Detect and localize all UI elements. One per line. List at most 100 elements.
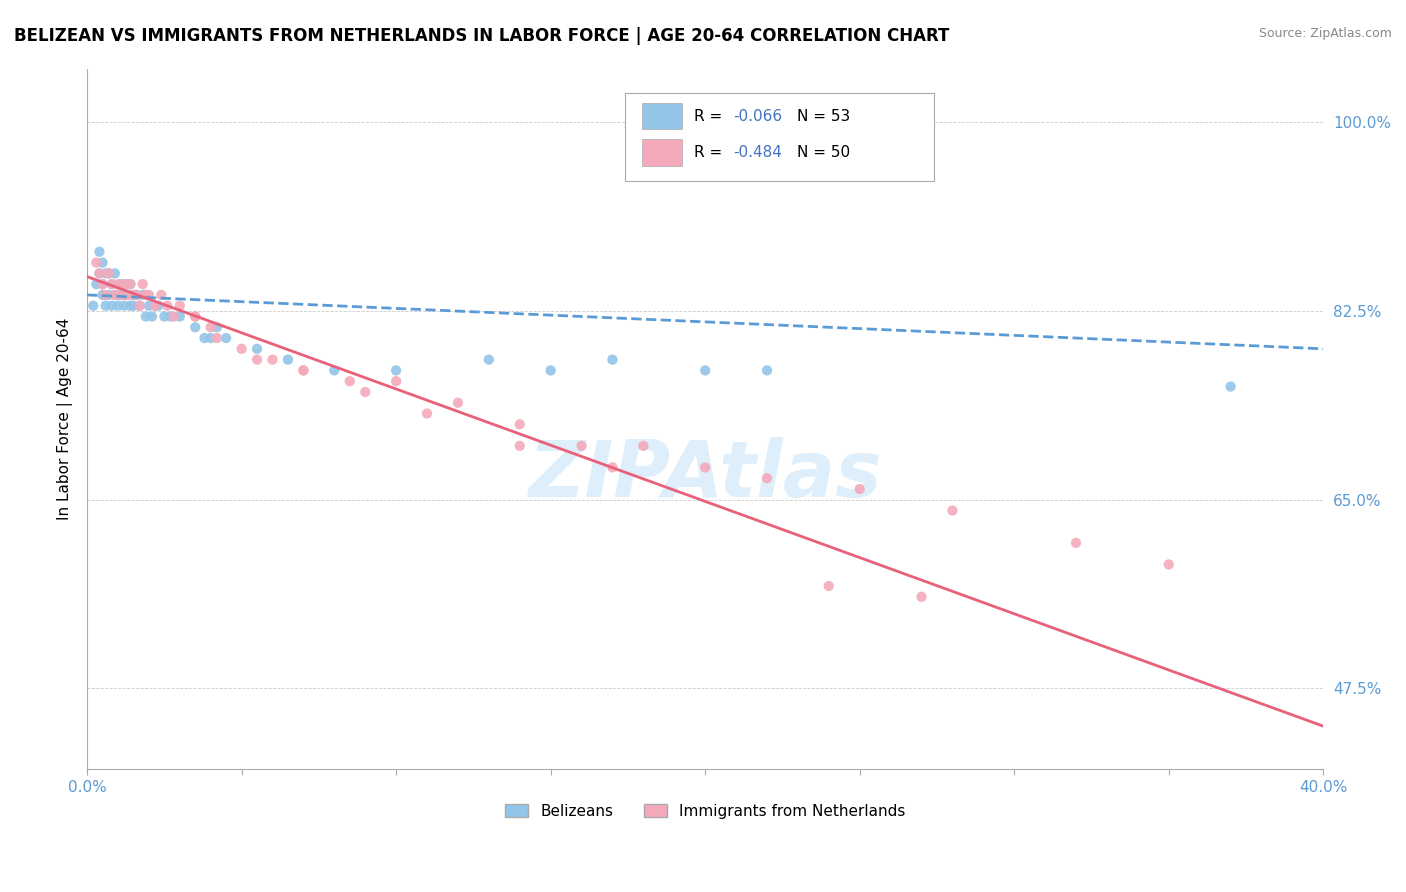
- Point: [89, 266, 111, 280]
- Point: [205, 320, 228, 334]
- Point: [107, 288, 129, 302]
- Point: [135, 288, 157, 302]
- Point: [162, 310, 184, 324]
- Point: [509, 439, 531, 453]
- Point: [128, 299, 150, 313]
- Point: [141, 310, 163, 324]
- Point: [86, 255, 108, 269]
- Point: [756, 471, 779, 485]
- Point: [143, 299, 166, 313]
- Point: [110, 288, 132, 302]
- Point: [169, 310, 191, 324]
- Point: [112, 277, 135, 292]
- Text: N = 50: N = 50: [797, 145, 849, 160]
- Point: [125, 288, 148, 302]
- Point: [120, 299, 142, 313]
- Point: [246, 352, 269, 367]
- Y-axis label: In Labor Force | Age 20-64: In Labor Force | Age 20-64: [58, 318, 73, 520]
- Point: [540, 363, 562, 377]
- Point: [117, 277, 139, 292]
- Point: [695, 460, 717, 475]
- Point: [122, 288, 145, 302]
- Point: [478, 352, 501, 367]
- Point: [231, 342, 253, 356]
- Point: [156, 299, 179, 313]
- Point: [184, 320, 207, 334]
- Point: [277, 352, 299, 367]
- Point: [91, 288, 114, 302]
- Point: [262, 352, 284, 367]
- Text: -0.066: -0.066: [734, 109, 783, 124]
- Point: [110, 277, 132, 292]
- Text: N = 53: N = 53: [797, 109, 849, 124]
- Point: [385, 363, 408, 377]
- Point: [117, 288, 139, 302]
- Point: [120, 277, 142, 292]
- Point: [184, 310, 207, 324]
- Text: R =: R =: [695, 145, 727, 160]
- Point: [159, 310, 181, 324]
- FancyBboxPatch shape: [643, 103, 682, 129]
- Text: -0.484: -0.484: [734, 145, 783, 160]
- Point: [91, 255, 114, 269]
- Point: [146, 299, 169, 313]
- Point: [104, 288, 127, 302]
- Point: [153, 310, 176, 324]
- Point: [107, 277, 129, 292]
- Point: [339, 374, 361, 388]
- Point: [910, 590, 932, 604]
- Point: [817, 579, 839, 593]
- Text: ZIPAtlas: ZIPAtlas: [529, 437, 882, 513]
- Point: [91, 277, 114, 292]
- Point: [97, 266, 120, 280]
- Point: [602, 460, 624, 475]
- Point: [91, 277, 114, 292]
- Point: [101, 277, 124, 292]
- Point: [117, 288, 139, 302]
- Point: [122, 299, 145, 313]
- Point: [128, 299, 150, 313]
- Point: [205, 331, 228, 345]
- Point: [602, 352, 624, 367]
- Point: [143, 299, 166, 313]
- Point: [695, 363, 717, 377]
- Point: [138, 288, 160, 302]
- Point: [94, 266, 117, 280]
- Point: [354, 384, 377, 399]
- Point: [94, 288, 117, 302]
- Point: [292, 363, 315, 377]
- Text: Source: ZipAtlas.com: Source: ZipAtlas.com: [1258, 27, 1392, 40]
- Point: [200, 320, 222, 334]
- Point: [416, 407, 439, 421]
- Point: [941, 503, 963, 517]
- Point: [125, 288, 148, 302]
- Point: [104, 288, 127, 302]
- Point: [169, 299, 191, 313]
- Point: [848, 482, 870, 496]
- Point: [246, 342, 269, 356]
- Point: [215, 331, 238, 345]
- Point: [633, 439, 655, 453]
- Point: [107, 299, 129, 313]
- Point: [101, 277, 124, 292]
- Point: [385, 374, 408, 388]
- Point: [94, 299, 117, 313]
- Point: [447, 396, 470, 410]
- Point: [323, 363, 346, 377]
- Point: [112, 299, 135, 313]
- Point: [1064, 536, 1087, 550]
- Point: [89, 244, 111, 259]
- FancyBboxPatch shape: [643, 139, 682, 166]
- Point: [82, 299, 104, 313]
- Text: BELIZEAN VS IMMIGRANTS FROM NETHERLANDS IN LABOR FORCE | AGE 20-64 CORRELATION C: BELIZEAN VS IMMIGRANTS FROM NETHERLANDS …: [14, 27, 949, 45]
- Point: [112, 288, 135, 302]
- Point: [131, 277, 153, 292]
- Point: [509, 417, 531, 432]
- Point: [135, 310, 157, 324]
- FancyBboxPatch shape: [624, 93, 934, 181]
- Point: [193, 331, 215, 345]
- Point: [104, 266, 127, 280]
- Point: [86, 277, 108, 292]
- Legend: Belizeans, Immigrants from Netherlands: Belizeans, Immigrants from Netherlands: [499, 797, 911, 825]
- Point: [97, 266, 120, 280]
